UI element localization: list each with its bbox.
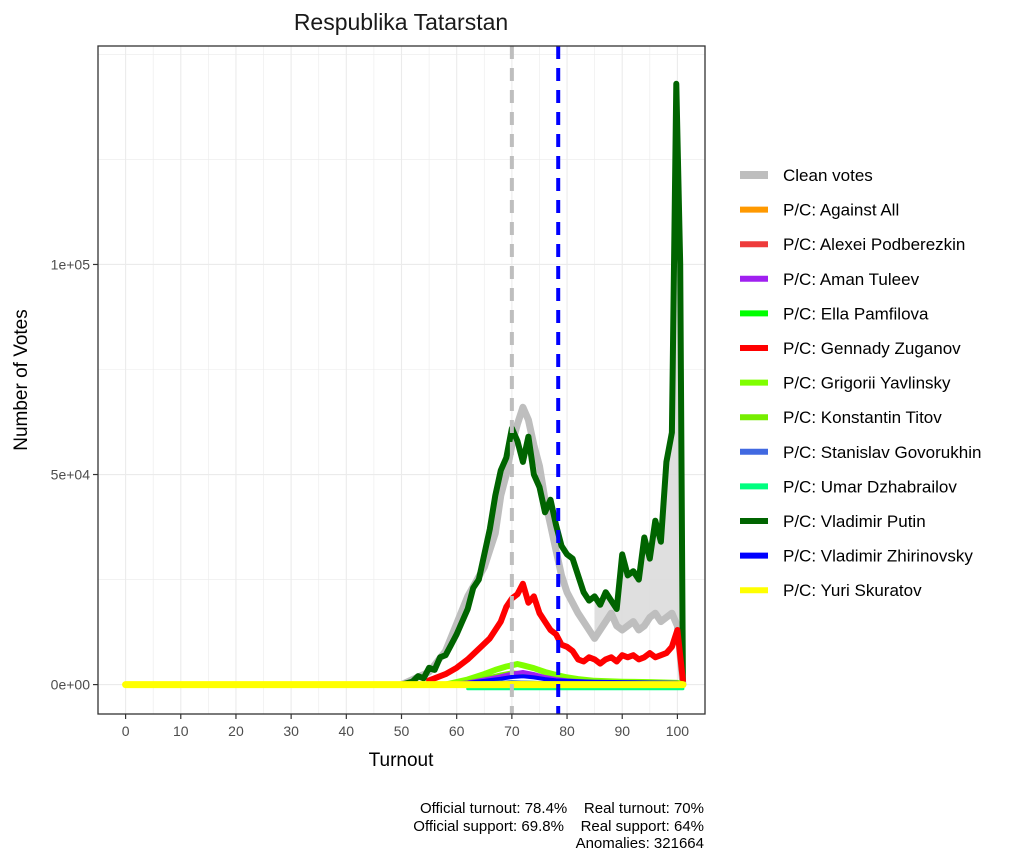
reference-lines [509,46,561,714]
legend-label: P/C: Against All [783,201,899,220]
summary-footnote: Official turnout: 78.4% Real turnout: 70… [413,800,704,853]
x-tick-label: 10 [173,723,189,739]
x-tick-label: 70 [504,723,520,739]
legend-label: P/C: Yuri Skuratov [783,581,922,600]
legend-label: P/C: Konstantin Titov [783,408,942,427]
x-tick-label: 0 [122,723,130,739]
x-tick-label: 20 [228,723,244,739]
legend-label: P/C: Vladimir Zhirinovsky [783,547,973,566]
y-tick-label: 0e+00 [51,677,91,693]
chart-title: Respublika Tatarstan [294,9,508,35]
support-line: Official support: 69.8% Real support: 64… [413,817,704,835]
x-tick-label: 60 [449,723,465,739]
x-axis-title: Turnout [369,750,434,771]
legend-label: P/C: Alexei Podberezkin [783,235,965,254]
y-axis-title: Number of Votes [11,309,32,451]
legend-label: Clean votes [783,166,873,185]
x-tick-label: 40 [339,723,355,739]
legend-label: P/C: Umar Dzhabrailov [783,477,957,496]
legend-label: P/C: Vladimir Putin [783,512,926,531]
x-tick-label: 100 [666,723,690,739]
y-tick-label: 5e+04 [51,467,91,483]
series-layer [122,80,687,691]
anomalies-line: Anomalies: 321664 [575,835,704,852]
legend-label: P/C: Ella Pamfilova [783,304,929,323]
legend-label: P/C: Gennady Zuganov [783,339,961,358]
legend-label: P/C: Aman Tuleev [783,270,920,289]
series-line-clean-votes [398,403,687,689]
x-tick-label: 90 [614,723,630,739]
x-tick-label: 30 [283,723,299,739]
axes: 0 10 20 30 40 50 60 70 80 90 100 0e+00 5e+04 1e+05 [51,256,690,739]
legend-label: P/C: Grigorii Yavlinsky [783,374,951,393]
turnout-line: Official turnout: 78.4% Real turnout: 70… [419,800,704,817]
legend: Clean votes P/C: Against All P/C: Alexei P… [740,166,981,600]
series-line-p-c-gennady-zuganov [426,580,686,684]
x-tick-label: 80 [559,723,575,739]
y-tick-label: 1e+05 [51,256,91,272]
series-line-p-c-vladimir-putin [398,80,686,688]
x-tick-label: 50 [394,723,410,739]
legend-label: P/C: Stanislav Govorukhin [783,443,981,462]
